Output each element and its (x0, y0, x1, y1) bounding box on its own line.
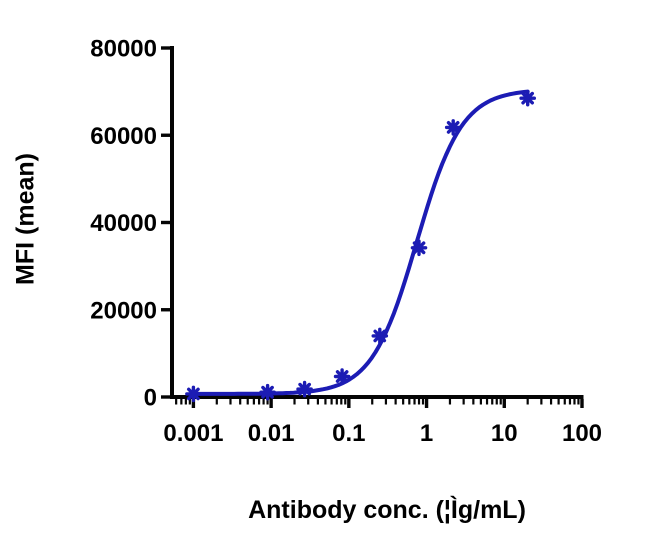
data-point-marker (296, 380, 313, 398)
x-axis-title: Antibody conc. (¦Ìg/mL) (248, 496, 526, 524)
marker-spoke (412, 241, 426, 255)
data-point-marker (519, 89, 536, 107)
marker-spoke (186, 387, 200, 401)
data-point-marker (259, 383, 276, 401)
y-tick-label: 60000 (90, 123, 157, 150)
x-tick-label: 0.01 (248, 420, 295, 447)
x-tick-label: 1 (420, 420, 433, 447)
x-tick-label: 0.1 (332, 420, 365, 447)
data-point-marker (410, 239, 428, 257)
y-tick-label: 0 (144, 385, 157, 412)
data-point-marker (371, 327, 389, 345)
fit-curve (191, 89, 530, 396)
y-axis-title: MFI (mean) (11, 153, 40, 285)
data-point-marker (185, 385, 202, 403)
marker-spoke (298, 382, 311, 396)
marker-spoke (521, 91, 534, 105)
x-tick-label: 0.001 (163, 420, 223, 447)
y-tick-label: 80000 (90, 36, 157, 63)
data-point-marker (444, 119, 462, 136)
y-tick-label: 40000 (90, 210, 157, 237)
marker-spoke (335, 370, 349, 383)
y-tick-label: 20000 (90, 297, 157, 324)
marker-spoke (261, 385, 274, 399)
marker-spoke (446, 120, 460, 134)
x-tick-label: 10 (491, 420, 518, 447)
marker-spoke (373, 329, 387, 343)
x-tick-label: 100 (562, 420, 602, 447)
data-point-marker (333, 368, 351, 385)
